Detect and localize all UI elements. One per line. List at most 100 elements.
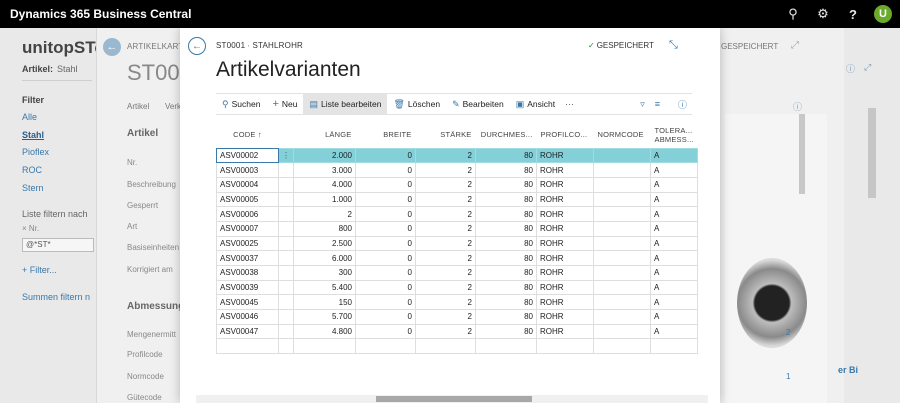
cell-durchmesser[interactable]: 80 [475,323,537,340]
cell-code[interactable]: ASV00006 [216,206,279,222]
cell-normcode[interactable] [593,294,651,311]
cell-empty[interactable] [278,338,294,355]
cell-durchmesser[interactable]: 80 [475,206,537,222]
more-options-button[interactable]: ··· [565,99,575,109]
cell-durchmesser[interactable]: 80 [475,191,537,208]
col-header-breite[interactable]: BREITE [383,130,412,140]
col-header-staerke[interactable]: STÄRKE [440,130,472,140]
cell-profilcode[interactable]: ROHR [536,265,594,281]
col-header-durchmesser[interactable]: DURCHMES... [480,130,533,140]
cell-toleranz[interactable]: A [649,206,699,222]
filter-item-pioflex[interactable]: Pioflex [22,147,50,157]
table-row[interactable]: ASV00047 4.800 0 2 80 ROHR A [216,323,699,340]
collapse-icon[interactable]: ⤢ [791,40,799,51]
cell-laenge[interactable]: 150 [293,294,356,311]
cell-laenge[interactable]: 1.000 [293,191,356,208]
cell-empty[interactable] [649,338,699,355]
search-button[interactable]: ⚲ Suchen [216,94,266,115]
filter-item-alle[interactable]: Alle [22,112,38,122]
cell-profilcode[interactable]: ROHR [536,220,594,237]
right-link[interactable]: er Bi [838,365,859,375]
cell-laenge[interactable]: 4.800 [293,323,356,340]
cell-breite[interactable]: 0 [355,235,416,252]
cell-normcode[interactable] [593,235,651,252]
row-menu-icon[interactable] [278,323,294,340]
cell-staerke[interactable]: 2 [415,279,476,296]
cell-durchmesser[interactable]: 80 [475,265,537,281]
table-row[interactable]: ASV00004 4.000 0 2 80 ROHR A [216,176,699,193]
table-row[interactable]: ASV00046 5.700 0 2 80 ROHR A [216,309,699,325]
cell-normcode[interactable] [593,250,651,266]
cell-code[interactable]: ASV00025 [216,235,279,252]
cell-code[interactable]: ASV00045 [216,294,279,311]
cell-laenge[interactable]: 6.000 [293,250,356,266]
info-icon[interactable]: ⓘ [793,102,803,112]
cell-breite[interactable]: 0 [355,206,416,222]
cell-breite[interactable]: 0 [355,265,416,281]
cell-toleranz[interactable]: A [649,191,699,208]
section-abmessung[interactable]: Abmessung [127,301,185,312]
cell-breite[interactable]: 0 [355,147,416,164]
cell-durchmesser[interactable]: 80 [475,279,537,296]
cell-laenge[interactable]: 2.000 [293,147,356,164]
cell-durchmesser[interactable]: 80 [475,176,537,193]
cell-staerke[interactable]: 2 [415,265,476,281]
scrollbar[interactable] [868,108,876,198]
row-menu-icon[interactable] [278,235,294,252]
cell-profilcode[interactable]: ROHR [536,206,594,222]
col-header-toleranz[interactable]: TOLERA... ABMESS... [651,122,698,148]
col-header-laenge[interactable]: LÄNGE [325,130,352,140]
col-header-normcode[interactable]: NORMCODE [597,130,644,140]
cell-staerke[interactable]: 2 [415,162,476,178]
cell-breite[interactable]: 0 [355,162,416,178]
table-row[interactable]: ASV00005 1.000 0 2 80 ROHR A [216,191,699,208]
cell-code[interactable]: ASV00002 [216,147,279,164]
table-row[interactable]: ASV00007 800 0 2 80 ROHR A [216,220,699,237]
cell-breite[interactable]: 0 [355,323,416,340]
cell-laenge[interactable]: 5.700 [293,309,356,325]
cell-code[interactable]: ASV00007 [216,220,279,237]
filter-value-input[interactable]: @*ST* [22,238,94,252]
cell-empty[interactable] [415,338,476,355]
info-icon[interactable]: ⓘ [846,64,856,74]
cell-breite[interactable]: 0 [355,279,416,296]
table-row[interactable]: ASV00039 5.400 0 2 80 ROHR A [216,279,699,296]
cell-durchmesser[interactable]: 80 [475,294,537,311]
back-arrow-icon[interactable]: ← [188,37,206,55]
cell-toleranz[interactable]: A [649,235,699,252]
add-filter-link[interactable]: + Filter... [22,265,57,275]
cell-profilcode[interactable]: ROHR [536,147,594,164]
table-row[interactable]: ASV00002 ⋮ 2.000 0 2 80 ROHR A [216,147,699,164]
cell-normcode[interactable] [593,191,651,208]
cell-code[interactable]: ASV00037 [216,250,279,266]
section-artikel[interactable]: Artikel [127,128,159,139]
table-row[interactable]: ASV00003 3.000 0 2 80 ROHR A [216,162,699,178]
cell-normcode[interactable] [593,323,651,340]
cell-staerke[interactable]: 2 [415,206,476,222]
cell-code[interactable]: ASV00038 [216,265,279,281]
cell-durchmesser[interactable]: 80 [475,235,537,252]
cell-empty[interactable] [355,338,416,355]
filter-icon[interactable]: ▿ [640,98,645,109]
cell-toleranz[interactable]: A [649,265,699,281]
cell-code[interactable]: ASV00046 [216,309,279,325]
cell-toleranz[interactable]: A [649,220,699,237]
cell-staerke[interactable]: 2 [415,147,476,164]
cell-staerke[interactable]: 2 [415,250,476,266]
cell-normcode[interactable] [593,309,651,325]
cell-breite[interactable]: 0 [355,191,416,208]
cell-toleranz[interactable]: A [649,147,699,164]
cell-code[interactable]: ASV00003 [216,162,279,178]
cell-toleranz[interactable]: A [649,323,699,340]
cell-laenge[interactable]: 800 [293,220,356,237]
card-scrollbar[interactable] [799,114,805,194]
cell-toleranz[interactable]: A [649,162,699,178]
delete-button[interactable]: 🗑 Löschen [387,94,446,115]
cell-toleranz[interactable]: A [649,279,699,296]
cell-laenge[interactable]: 5.400 [293,279,356,296]
scrollbar-thumb[interactable] [376,396,532,402]
cell-profilcode[interactable]: ROHR [536,294,594,311]
avatar[interactable]: U [874,5,892,23]
new-button[interactable]: + Neu [266,94,303,115]
cell-staerke[interactable]: 2 [415,220,476,237]
